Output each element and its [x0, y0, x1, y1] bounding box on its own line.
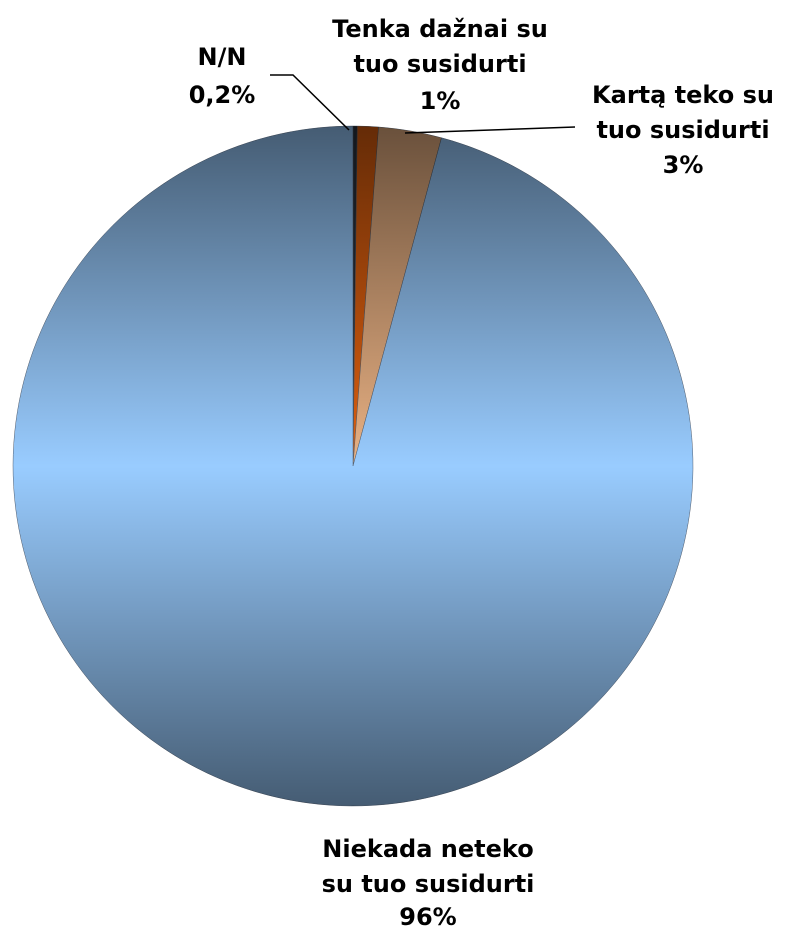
slice-label: N/N — [197, 43, 247, 71]
slice-label: Tenka dažnai su tuo susidurti — [332, 15, 548, 78]
leader-line — [270, 74, 350, 131]
pie — [12, 125, 694, 807]
slice-label: Niekada neteko su tuo susidurti — [321, 835, 535, 898]
slice-value-label: 3% — [662, 151, 704, 179]
slice-value-label: 0,2% — [188, 81, 256, 109]
slice-value-label: 96% — [399, 903, 457, 931]
slice-label: Kartą teko su tuo susidurti — [592, 81, 774, 144]
leader-line — [404, 126, 576, 134]
slice-value-label: 1% — [419, 87, 461, 115]
pie-slice — [12, 125, 694, 807]
